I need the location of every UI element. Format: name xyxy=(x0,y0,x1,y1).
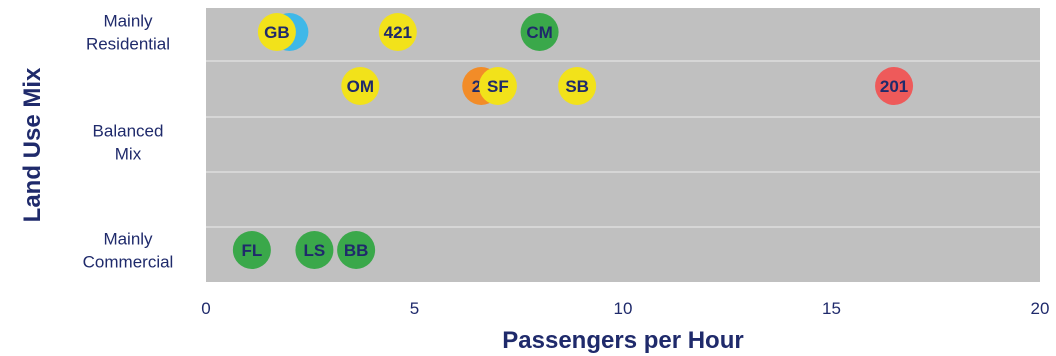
x-tick-label: 10 xyxy=(614,299,633,318)
data-point: OM xyxy=(341,67,380,105)
data-point-marker xyxy=(257,13,296,51)
data-point-marker xyxy=(378,13,417,51)
data-point: SF xyxy=(478,67,517,105)
data-point: 201 xyxy=(875,67,914,105)
row-label: Mix xyxy=(115,145,142,164)
data-point-label: CM xyxy=(526,23,552,42)
data-point-label: SF xyxy=(487,77,509,96)
data-point-marker xyxy=(337,231,376,269)
plot-area xyxy=(206,8,1040,282)
data-point-label: LS xyxy=(304,241,326,260)
data-point: GB xyxy=(257,13,296,51)
data-point-marker xyxy=(232,231,271,269)
data-point: SB xyxy=(558,67,597,105)
row-label: Commercial xyxy=(83,253,174,272)
row-label: Mainly xyxy=(103,12,153,31)
data-point: BB xyxy=(337,231,376,269)
data-point-marker xyxy=(341,67,380,105)
data-point-marker xyxy=(295,231,334,269)
data-point: CM xyxy=(520,13,559,51)
data-point-label: FL xyxy=(241,241,262,260)
row-labels: Mainly Residential Balanced Mix Mainly Commer… xyxy=(83,12,174,272)
data-point-marker xyxy=(478,67,517,105)
data-point: FL xyxy=(232,231,271,269)
row-label: Residential xyxy=(86,35,170,54)
data-point: LS xyxy=(295,231,334,269)
y-axis-title: Land Use Mix xyxy=(19,67,46,222)
row-label: Balanced xyxy=(93,122,164,141)
data-point: 421 xyxy=(378,13,417,51)
data-point-label: GB xyxy=(264,23,290,42)
x-tick-label: 20 xyxy=(1031,299,1050,318)
x-tick-labels: 0 5 10 15 20 xyxy=(201,299,1049,318)
data-point-label: SB xyxy=(565,77,589,96)
x-tick-label: 15 xyxy=(822,299,841,318)
data-point-marker xyxy=(520,13,559,51)
x-axis-title: Passengers per Hour xyxy=(502,327,743,354)
gridlines xyxy=(206,60,1040,228)
data-point-marker xyxy=(558,67,597,105)
data-point-label: 201 xyxy=(880,77,908,96)
data-point-label: BB xyxy=(344,241,369,260)
data-point-marker xyxy=(875,67,914,105)
data-points: BGB421CMOM22SFSB201FLLSBB xyxy=(232,13,914,269)
data-point-label: OM xyxy=(347,77,374,96)
x-tick-label: 5 xyxy=(410,299,419,318)
data-point-label: 421 xyxy=(384,23,412,42)
x-tick-label: 0 xyxy=(201,299,210,318)
row-label: Mainly xyxy=(103,230,153,249)
